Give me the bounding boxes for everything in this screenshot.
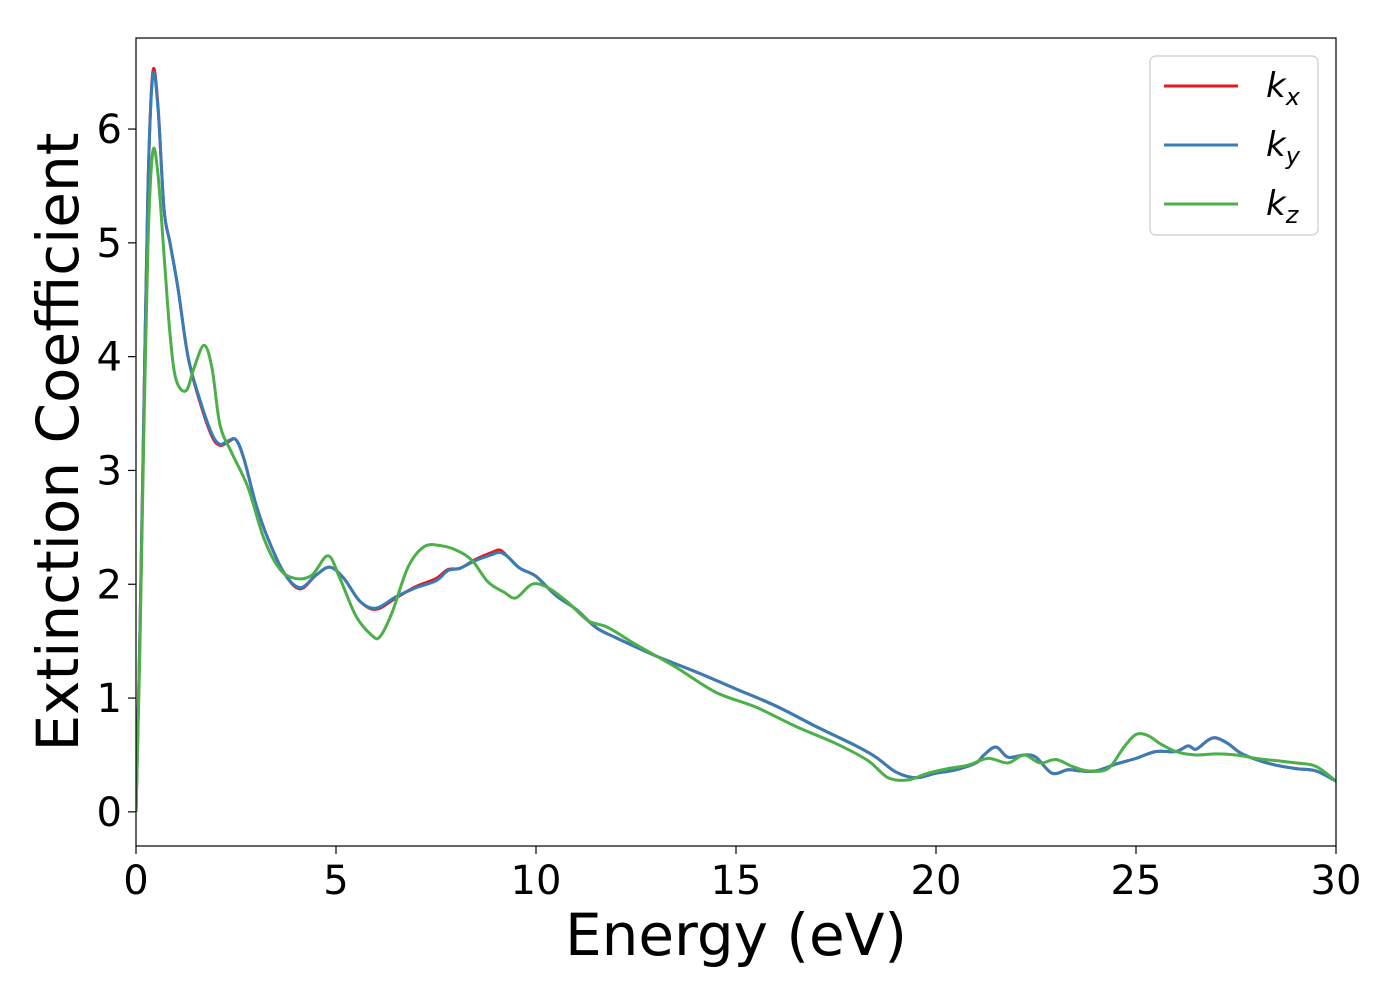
y-tick-label: 4 <box>97 335 122 381</box>
y-axis: 0 1 2 3 4 5 6 <box>97 107 136 836</box>
legend-label-y: ky <box>1266 125 1301 170</box>
x-tick-label: 0 <box>123 858 148 904</box>
series-line-y <box>136 70 1336 812</box>
x-tick-label: 5 <box>323 858 348 904</box>
y-axis-title: Extinction Coefficient <box>24 133 92 752</box>
series-line-z <box>136 146 1336 812</box>
y-tick-label: 0 <box>97 790 122 836</box>
legend: kx ky kz <box>1149 55 1319 236</box>
series-layer <box>136 67 1336 812</box>
x-axis-title: Energy (eV) <box>565 901 907 969</box>
x-tick-label: 30 <box>1311 858 1362 904</box>
y-tick-label: 3 <box>97 448 122 494</box>
x-tick-label: 15 <box>711 858 762 904</box>
x-tick-label: 20 <box>911 858 962 904</box>
legend-label-x: kx <box>1266 66 1301 111</box>
x-tick-label: 10 <box>511 858 562 904</box>
x-axis: 0 5 10 15 20 25 30 <box>123 846 1361 904</box>
y-tick-label: 5 <box>97 221 122 267</box>
legend-label-z: kz <box>1266 184 1300 229</box>
x-tick-label: 25 <box>1111 858 1162 904</box>
y-tick-label: 1 <box>97 676 122 722</box>
y-tick-label: 2 <box>97 562 122 608</box>
y-tick-label: 6 <box>97 107 122 153</box>
